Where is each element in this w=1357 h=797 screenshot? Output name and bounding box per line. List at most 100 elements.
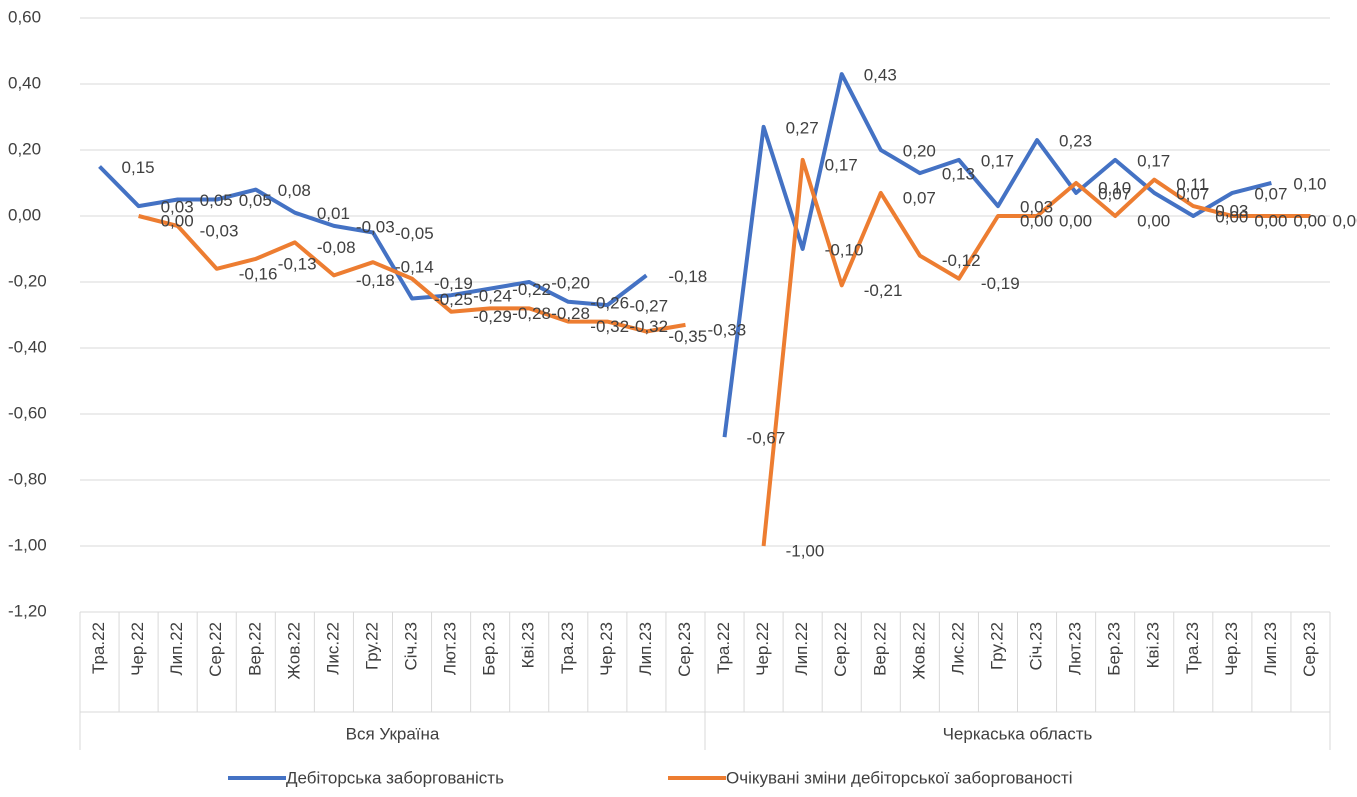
y-tick-label: -1,20 [8, 601, 47, 620]
data-label: -0,10 [825, 240, 864, 259]
x-tick-label: Гру.22 [362, 622, 381, 670]
data-label: -0,32 [590, 317, 629, 336]
y-tick-label: 0,40 [8, 73, 41, 92]
data-label: 0,00 [1254, 211, 1287, 230]
x-tick-label: Лис.22 [323, 622, 342, 675]
group-label: Черкаська область [943, 724, 1093, 743]
data-label: 0,10 [1098, 178, 1131, 197]
x-tick-label: Тра.23 [1183, 622, 1202, 674]
data-label: 0,07 [1176, 184, 1209, 203]
x-tick-label: Сер.23 [1300, 622, 1319, 677]
data-label: -0,27 [629, 297, 668, 316]
data-label: 0,10 [1293, 174, 1326, 193]
data-label: 0,07 [903, 188, 936, 207]
x-tick-label: Тра.22 [714, 622, 733, 674]
data-label: -0,67 [747, 429, 786, 448]
data-label: -0,03 [356, 217, 395, 236]
group-label: Вся Україна [346, 724, 440, 743]
y-tick-label: -0,60 [8, 403, 47, 422]
data-label: -0,19 [434, 274, 473, 293]
data-label: -0,13 [278, 254, 317, 273]
x-tick-label: Бер.23 [1105, 622, 1124, 676]
x-tick-label: Жов.22 [909, 622, 928, 680]
legend-label: Очікувані зміни дебіторської заборговано… [726, 768, 1073, 787]
y-tick-label: 0,00 [8, 205, 41, 224]
data-label: 0,17 [825, 155, 858, 174]
data-label: 0,27 [786, 118, 819, 137]
y-tick-label: -0,80 [8, 469, 47, 488]
data-label: 0,05 [239, 191, 272, 210]
data-label: -0,28 [512, 304, 551, 323]
data-label: -0,19 [981, 274, 1020, 293]
data-label: 0,43 [864, 66, 897, 85]
data-label: 0,03 [161, 198, 194, 217]
x-tick-label: Тра.22 [89, 622, 108, 674]
data-label: -0,26 [590, 293, 629, 312]
data-label: 0,05 [200, 191, 233, 210]
x-tick-label: Кві.23 [519, 622, 538, 668]
series-line [98, 72, 1272, 438]
data-label: 0,00 [1293, 211, 1326, 230]
x-tick-label: Лют.23 [1066, 622, 1085, 675]
x-tick-label: Сер.22 [206, 622, 225, 677]
data-label: 0,07 [1254, 184, 1287, 203]
data-label: -0,25 [434, 290, 473, 309]
data-label: 0,17 [981, 151, 1014, 170]
x-tick-label: Бер.23 [480, 622, 499, 676]
data-label: 0,23 [1059, 132, 1092, 151]
data-label: -0,33 [707, 320, 746, 339]
data-label: 0,07 [1098, 184, 1131, 203]
y-tick-label: 0,60 [8, 7, 41, 26]
x-tick-label: Тра.23 [558, 622, 577, 674]
x-tick-label: Лис.22 [948, 622, 967, 675]
x-tick-label: Гру.22 [987, 622, 1006, 670]
data-label: -0,03 [200, 221, 239, 240]
data-label: -0,28 [551, 304, 590, 323]
data-label: 0,01 [317, 204, 350, 223]
x-tick-label: Лип.23 [636, 622, 655, 676]
data-label: -0,12 [942, 251, 981, 270]
data-label: 0,00 [161, 211, 194, 230]
y-tick-label: 0,20 [8, 139, 41, 158]
data-label: 0,11 [1176, 175, 1208, 194]
data-label: -1,00 [786, 541, 825, 560]
data-label: -0,24 [473, 287, 512, 306]
data-label: 0,00 [1020, 211, 1053, 230]
x-tick-label: Сер.23 [675, 622, 694, 677]
data-label: 0,20 [903, 141, 936, 160]
legend-label: Дебіторська заборгованість [286, 768, 504, 787]
x-tick-label: Чер.22 [128, 622, 147, 676]
data-label: 0,03 [1020, 198, 1053, 217]
data-label: -0,20 [551, 273, 590, 292]
x-tick-label: Сер.22 [831, 622, 850, 677]
y-tick-label: -0,40 [8, 337, 47, 356]
data-label: -0,22 [512, 280, 551, 299]
series-line [138, 157, 1311, 547]
data-label: 0,17 [1137, 151, 1170, 170]
data-label: 0,00 [1059, 211, 1092, 230]
data-label: 0,03 [1215, 202, 1248, 221]
x-tick-label: Вер.22 [245, 622, 264, 676]
y-tick-label: -1,00 [8, 535, 47, 554]
data-label: 0,00 [1332, 211, 1357, 230]
data-label: 0,08 [278, 181, 311, 200]
data-label: -0,16 [239, 264, 278, 283]
x-tick-label: Січ.23 [402, 622, 421, 671]
data-label: 0,00 [1215, 207, 1248, 226]
x-tick-label: Вер.22 [870, 622, 889, 676]
data-label: 0,13 [942, 165, 975, 184]
data-label: -0,35 [668, 327, 707, 346]
data-label: -0,29 [473, 307, 512, 326]
x-tick-label: Кві.23 [1144, 622, 1163, 668]
x-tick-label: Чер.22 [753, 622, 772, 676]
x-tick-label: Чер.23 [597, 622, 616, 676]
y-tick-label: -0,20 [8, 271, 47, 290]
x-tick-label: Жов.22 [284, 622, 303, 680]
data-label: -0,32 [629, 317, 668, 336]
data-label: -0,08 [317, 238, 356, 257]
data-label: -0,18 [356, 271, 395, 290]
x-tick-label: Чер.23 [1222, 622, 1241, 676]
x-tick-label: Лют.23 [441, 622, 460, 675]
data-label: -0,21 [864, 281, 903, 300]
